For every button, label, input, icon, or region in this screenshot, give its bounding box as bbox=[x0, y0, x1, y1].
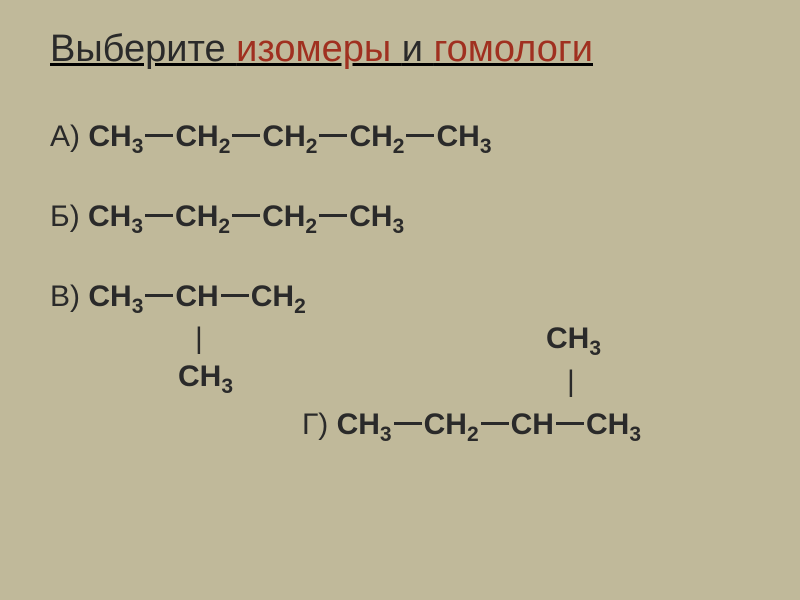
title-word-4: гомологи bbox=[434, 28, 593, 70]
group: CH bbox=[262, 120, 305, 153]
subscript: 2 bbox=[393, 135, 405, 158]
formula-b: Б) CH3CH2CH2CH3 bbox=[50, 200, 404, 238]
bond bbox=[394, 422, 422, 425]
group: CH bbox=[349, 200, 392, 233]
group: CH bbox=[88, 120, 131, 153]
bond bbox=[145, 134, 173, 137]
subscript: 3 bbox=[132, 295, 144, 318]
bond bbox=[232, 214, 260, 217]
group: CH bbox=[88, 200, 131, 233]
subscript: 3 bbox=[480, 135, 492, 158]
branch-group-g: CH3 bbox=[546, 322, 601, 360]
group: CH bbox=[424, 408, 467, 441]
group: CH bbox=[586, 408, 629, 441]
branch-group-v: CH3 bbox=[178, 360, 233, 398]
bond bbox=[232, 134, 260, 137]
bond bbox=[556, 422, 584, 425]
group: CH bbox=[88, 280, 131, 313]
label-g: Г) bbox=[302, 408, 337, 441]
subscript: 2 bbox=[305, 215, 317, 238]
slide-title: Выберите изомеры и гомологи bbox=[0, 0, 800, 71]
vertical-bond: | bbox=[195, 322, 203, 356]
subscript: 2 bbox=[467, 423, 479, 446]
title-word-1: Выберите bbox=[50, 28, 236, 70]
subscript: 2 bbox=[294, 295, 306, 318]
group: CH bbox=[178, 360, 221, 393]
bond bbox=[145, 214, 173, 217]
group: CH bbox=[349, 120, 392, 153]
bond bbox=[319, 134, 347, 137]
group: CH bbox=[337, 408, 380, 441]
subscript: 3 bbox=[589, 337, 601, 360]
bond bbox=[406, 134, 434, 137]
subscript: 2 bbox=[306, 135, 318, 158]
group: CH bbox=[436, 120, 479, 153]
group: CH bbox=[546, 322, 589, 355]
label-b: Б) bbox=[50, 200, 88, 233]
formula-a: А) CH3CH2CH2CH2CH3 bbox=[50, 120, 492, 158]
subscript: 3 bbox=[380, 423, 392, 446]
bond bbox=[145, 294, 173, 297]
subscript: 3 bbox=[629, 423, 641, 446]
subscript: 3 bbox=[221, 375, 233, 398]
group: CH bbox=[251, 280, 294, 313]
subscript: 2 bbox=[218, 215, 230, 238]
subscript: 2 bbox=[219, 135, 231, 158]
group: CH bbox=[511, 408, 554, 441]
bond bbox=[481, 422, 509, 425]
title-word-3: и bbox=[402, 28, 434, 70]
group: CH bbox=[262, 200, 305, 233]
label-v: В) bbox=[50, 280, 88, 313]
vertical-bond: | bbox=[567, 365, 575, 399]
formula-g: Г) CH3CH2CHCH3 bbox=[302, 408, 641, 446]
group: CH bbox=[175, 120, 218, 153]
subscript: 3 bbox=[392, 215, 404, 238]
subscript: 3 bbox=[131, 215, 143, 238]
subscript: 3 bbox=[132, 135, 144, 158]
group: CH bbox=[175, 200, 218, 233]
formula-v: В) CH3CHCH2 bbox=[50, 280, 306, 318]
bond bbox=[319, 214, 347, 217]
bond bbox=[221, 294, 249, 297]
label-a: А) bbox=[50, 120, 88, 153]
group: CH bbox=[175, 280, 218, 313]
title-word-2: изомеры bbox=[236, 28, 402, 70]
